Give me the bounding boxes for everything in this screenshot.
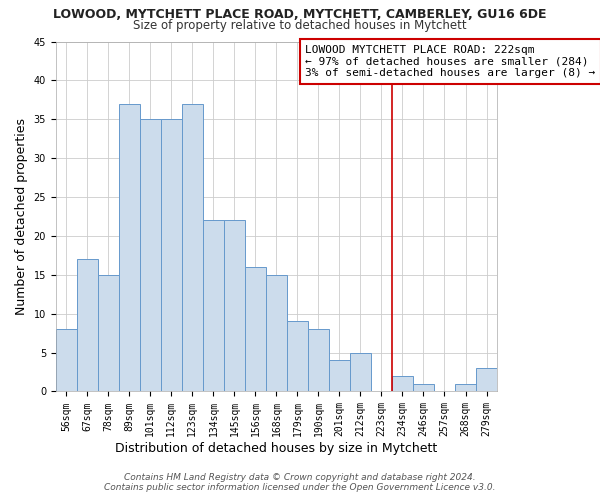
Bar bbox=[287, 322, 308, 392]
Text: Size of property relative to detached houses in Mytchett: Size of property relative to detached ho… bbox=[133, 18, 467, 32]
Bar bbox=[413, 384, 434, 392]
Bar bbox=[203, 220, 224, 392]
Bar bbox=[329, 360, 350, 392]
Bar bbox=[350, 352, 371, 392]
Bar bbox=[119, 104, 140, 392]
Bar bbox=[98, 275, 119, 392]
Bar bbox=[140, 120, 161, 392]
Bar bbox=[56, 330, 77, 392]
Text: LOWOOD, MYTCHETT PLACE ROAD, MYTCHETT, CAMBERLEY, GU16 6DE: LOWOOD, MYTCHETT PLACE ROAD, MYTCHETT, C… bbox=[53, 8, 547, 20]
Bar bbox=[476, 368, 497, 392]
Bar bbox=[182, 104, 203, 392]
X-axis label: Distribution of detached houses by size in Mytchett: Distribution of detached houses by size … bbox=[115, 442, 437, 455]
Text: LOWOOD MYTCHETT PLACE ROAD: 222sqm
← 97% of detached houses are smaller (284)
3%: LOWOOD MYTCHETT PLACE ROAD: 222sqm ← 97%… bbox=[305, 45, 595, 78]
Bar bbox=[245, 267, 266, 392]
Text: Contains HM Land Registry data © Crown copyright and database right 2024.
Contai: Contains HM Land Registry data © Crown c… bbox=[104, 473, 496, 492]
Bar bbox=[392, 376, 413, 392]
Bar bbox=[308, 330, 329, 392]
Bar bbox=[77, 260, 98, 392]
Bar bbox=[266, 275, 287, 392]
Y-axis label: Number of detached properties: Number of detached properties bbox=[15, 118, 28, 315]
Bar bbox=[455, 384, 476, 392]
Bar bbox=[161, 120, 182, 392]
Bar bbox=[224, 220, 245, 392]
